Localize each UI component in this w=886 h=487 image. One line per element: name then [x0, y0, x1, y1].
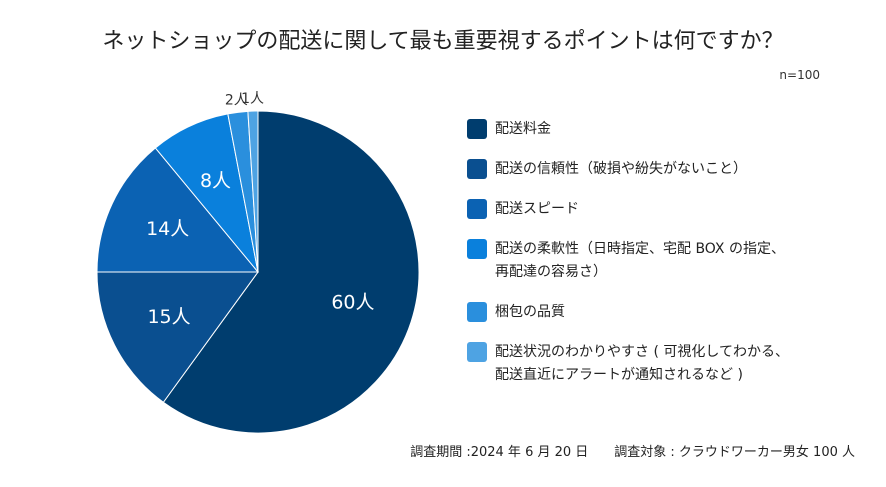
legend-label: 配送の柔軟性（日時指定、宅配 BOX の指定、 再配達の容易さ）	[495, 241, 785, 280]
pie-slice	[247, 110, 259, 273]
legend-item: 配送の信頼性（破損や紛失がないこと）	[467, 158, 867, 181]
legend-swatch	[467, 119, 487, 139]
pie-slice	[96, 147, 260, 273]
data-label: 2人	[225, 92, 248, 108]
legend: 配送料金配送の信頼性（破損や紛失がないこと） 配送スピード配送の柔軟性（日時指定、…	[467, 118, 867, 404]
legend-swatch	[467, 302, 487, 322]
legend-label: 配送の信頼性（破損や紛失がないこと）	[495, 161, 747, 177]
legend-item: 配送の柔軟性（日時指定、宅配 BOX の指定、 再配達の容易さ）	[467, 238, 867, 284]
data-label: 1人	[241, 91, 264, 107]
legend-item: 梱包の品質	[467, 301, 867, 324]
legend-swatch	[467, 342, 487, 362]
data-label: 60人	[331, 291, 374, 313]
legend-label: 配送料金	[495, 121, 551, 137]
footnote: 調査期間 :2024 年 6 月 20 日 調査対象 : クラウドワーカー男女 …	[410, 444, 855, 460]
legend-swatch	[467, 239, 487, 259]
pie-slice	[162, 110, 420, 434]
data-label: 8人	[200, 170, 231, 192]
legend-swatch	[467, 199, 487, 219]
chart-title: ネットショップの配送に関して最も重要視するポイントは何ですか？	[102, 29, 783, 54]
pie-slice	[96, 271, 259, 403]
data-label: 15人	[147, 306, 190, 328]
legend-label: 配送スピード	[495, 201, 579, 217]
legend-item: 配送スピード	[467, 198, 867, 221]
data-label: 14人	[146, 218, 189, 240]
subtitle: n=100	[779, 68, 820, 82]
legend-swatch	[467, 159, 487, 179]
legend-item: 配送状況のわかりやすさ ( 可視化してわかる、 配送直近にアラートが通知されるな…	[467, 341, 867, 387]
legend-item: 配送料金	[467, 118, 867, 141]
legend-label: 梱包の品質	[495, 304, 565, 320]
legend-label: 配送状況のわかりやすさ ( 可視化してわかる、 配送直近にアラートが通知されるな…	[495, 344, 789, 383]
